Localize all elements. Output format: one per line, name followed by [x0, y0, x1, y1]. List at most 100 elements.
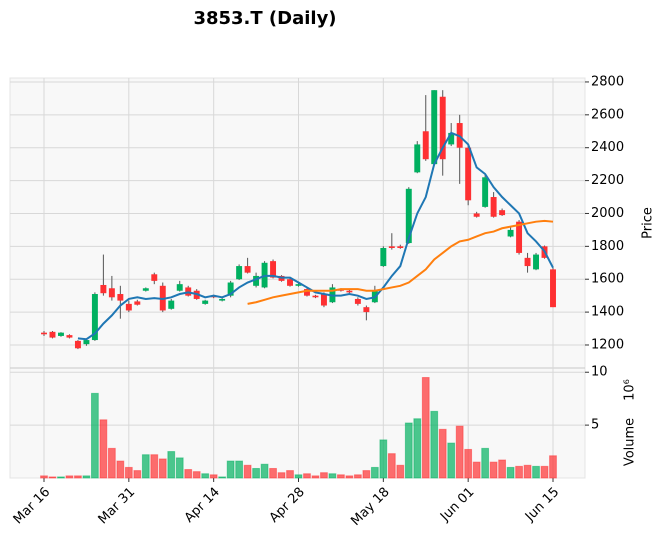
volume-bar [277, 472, 286, 479]
candle-body [363, 307, 370, 313]
candle-body [270, 261, 277, 278]
candle-body [100, 284, 107, 294]
volume-bar [40, 475, 48, 479]
candle-body [414, 144, 421, 173]
x-tick-label: Mar 31 [96, 485, 139, 528]
x-tick-label: Jun 01 [437, 485, 477, 525]
volume-bar [404, 422, 413, 479]
candle-body [312, 295, 319, 298]
x-tick-label: Apr 14 [182, 485, 223, 526]
volume-bar [269, 467, 277, 479]
volume-bar [320, 472, 328, 479]
candle-body [142, 288, 149, 291]
candle-body [490, 197, 497, 217]
candle-body [134, 301, 141, 305]
candle-body [465, 147, 472, 201]
chart-title: 3853.T (Daily) [193, 8, 336, 29]
volume-bar [328, 473, 337, 479]
volume-bar [184, 469, 193, 479]
y-tick-label: 10 [591, 365, 608, 380]
volume-bar [472, 461, 481, 479]
volume-bar [421, 377, 430, 479]
candle-body [83, 340, 90, 345]
volume-bar [345, 475, 354, 479]
y-tick-label: 2600 [591, 107, 624, 122]
candle-body [41, 332, 47, 335]
x-tick-label: Mar 16 [11, 485, 54, 528]
candle-body [91, 294, 98, 341]
volume-bar [311, 475, 320, 479]
candle-body [354, 298, 361, 304]
volume-bar [99, 419, 108, 479]
y-tick-label: 2000 [591, 206, 624, 221]
candle-body [125, 303, 132, 311]
y-tick-label: 5 [591, 418, 599, 433]
moving-average-line [77, 131, 554, 341]
x-tick-label: Jun 15 [522, 485, 562, 525]
candle-body [431, 90, 438, 165]
volume-bar [455, 425, 464, 479]
candle-body [74, 340, 81, 349]
volume-bar [209, 474, 218, 479]
x-tick-label: May 18 [348, 485, 392, 529]
plot-background [9, 77, 586, 479]
volume-bar [107, 447, 116, 479]
volume-bar [489, 461, 498, 479]
volume-bar [370, 466, 379, 479]
candle-body [320, 294, 327, 306]
volume-bar [515, 465, 523, 479]
volume-bar [252, 467, 260, 479]
volume-bar [192, 471, 201, 479]
volume-bar [549, 455, 557, 479]
volume-bar [438, 428, 447, 479]
candle-body [219, 298, 226, 301]
y-tick-label: 2200 [591, 173, 624, 188]
volume-bar [532, 465, 540, 479]
volume-bar [150, 454, 159, 479]
volume-bar [158, 458, 167, 479]
volume-bar [447, 442, 456, 479]
candle-body [304, 289, 310, 296]
volume-bar [379, 439, 388, 479]
candle-body [388, 246, 395, 248]
candle-body [516, 221, 523, 253]
volume-bar [337, 474, 345, 479]
candle-body [439, 96, 446, 160]
volume-bar [48, 476, 57, 479]
volume-bar [124, 466, 133, 479]
candle-body [550, 269, 556, 308]
price-axis-label: Price [641, 207, 656, 239]
moving-average-line [247, 219, 554, 305]
candle-body [253, 275, 260, 286]
volume-bar [506, 466, 515, 479]
volume-bar [286, 470, 294, 479]
candle-body [108, 288, 115, 298]
volume-bar [82, 475, 91, 479]
candle-body [507, 229, 514, 237]
candle-body [422, 131, 429, 160]
candle-body [380, 247, 387, 267]
volume-bar [362, 470, 371, 479]
candle-body [287, 279, 293, 286]
volume-multiplier: 10⁶ [623, 379, 638, 401]
candle-body [236, 266, 243, 280]
candle-body [448, 132, 455, 145]
candle-body [49, 331, 56, 338]
volume-bar [218, 476, 227, 479]
volume-bar [260, 463, 269, 479]
candle-body [66, 335, 73, 338]
volume-bar [243, 464, 252, 479]
candle-body [168, 300, 175, 309]
candle-body [405, 188, 412, 244]
volume-bar [201, 473, 210, 479]
candle-body [482, 177, 489, 207]
candle-body [346, 290, 353, 293]
volume-bar [498, 459, 506, 479]
volume-bar [523, 464, 532, 479]
volume-bar [413, 418, 422, 479]
volume-bar [430, 410, 439, 479]
candle-body [227, 282, 234, 296]
volume-bar [175, 457, 184, 479]
y-tick-label: 2800 [591, 74, 624, 89]
